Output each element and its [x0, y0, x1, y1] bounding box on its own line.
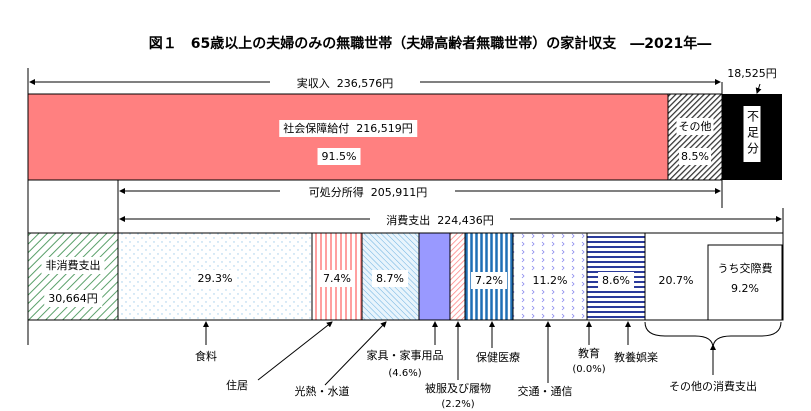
consumption-name: 消費支出 [386, 214, 431, 227]
income-value: 236,576円 [336, 77, 394, 90]
consumption-value: 224,436円 [437, 214, 494, 227]
clothing-share: (2.2%) [441, 399, 475, 410]
chart-title: 図１ 65歳以上の夫婦のみの無職世帯（夫婦高齢者無職世帯）の家計収支 ―2021… [148, 36, 712, 52]
social-security-label: 社会保障給付 216,519円 [279, 120, 417, 137]
housing-share: 7.4% [319, 270, 355, 287]
utilities-share: 8.7% [372, 270, 408, 287]
deficit-value: 18,525円 [727, 67, 777, 80]
label-furniture: 家具・家事用品 [366, 349, 444, 362]
label-other-consumption: その他の消費支出 [669, 380, 757, 393]
consumption-label: 消費支出 224,436円 [382, 212, 498, 229]
disposable-name: 可処分所得 [308, 186, 364, 199]
bar-social-security [27, 93, 669, 181]
other-consumption-share: 20.7% [654, 272, 698, 289]
label-recreation: 教養娯楽 [614, 351, 658, 364]
label-transport: 交通・通信 [517, 385, 573, 398]
bar-utilities [361, 232, 420, 321]
label-clothing: 被服及び履物 [425, 382, 491, 395]
disposable-label: 可処分所得 205,911円 [304, 184, 432, 201]
furniture-share: (4.6%) [388, 368, 422, 379]
non-consumption-value: 30,664円 [44, 290, 102, 307]
deficit-label: 不足分 [743, 106, 761, 162]
bar-clothing [449, 232, 466, 321]
other-income-share: 8.5% [679, 148, 711, 165]
medical-share: 7.2% [471, 272, 507, 289]
other-income-label: その他 [676, 118, 714, 135]
disposable-value: 205,911円 [370, 186, 428, 199]
social-security-value: 216,519円 [356, 122, 413, 135]
income-label-text: 実収入 [296, 77, 330, 90]
transport-share: 11.2% [528, 272, 572, 289]
education-share: (0.0%) [572, 364, 606, 375]
bar-furniture [418, 232, 451, 321]
label-education: 教育 [578, 347, 600, 360]
food-share: 29.3% [193, 270, 237, 287]
label-medical: 保健医療 [476, 351, 520, 364]
social-security-name: 社会保障給付 [283, 122, 350, 135]
label-utilities: 光熱・水道 [294, 385, 350, 398]
label-housing: 住居 [226, 379, 248, 392]
social-expense-share: 9.2% [731, 282, 759, 295]
bar-social-expense [707, 244, 783, 321]
social-expense-label: うち交際費 [717, 262, 773, 275]
non-consumption-label: 非消費支出 [41, 257, 105, 274]
social-security-share: 91.5% [317, 148, 361, 165]
recreation-share: 8.6% [598, 272, 634, 289]
label-food: 食料 [195, 350, 217, 363]
bar-other-income [667, 93, 723, 181]
income-label: 実収入 236,576円 [292, 75, 398, 92]
